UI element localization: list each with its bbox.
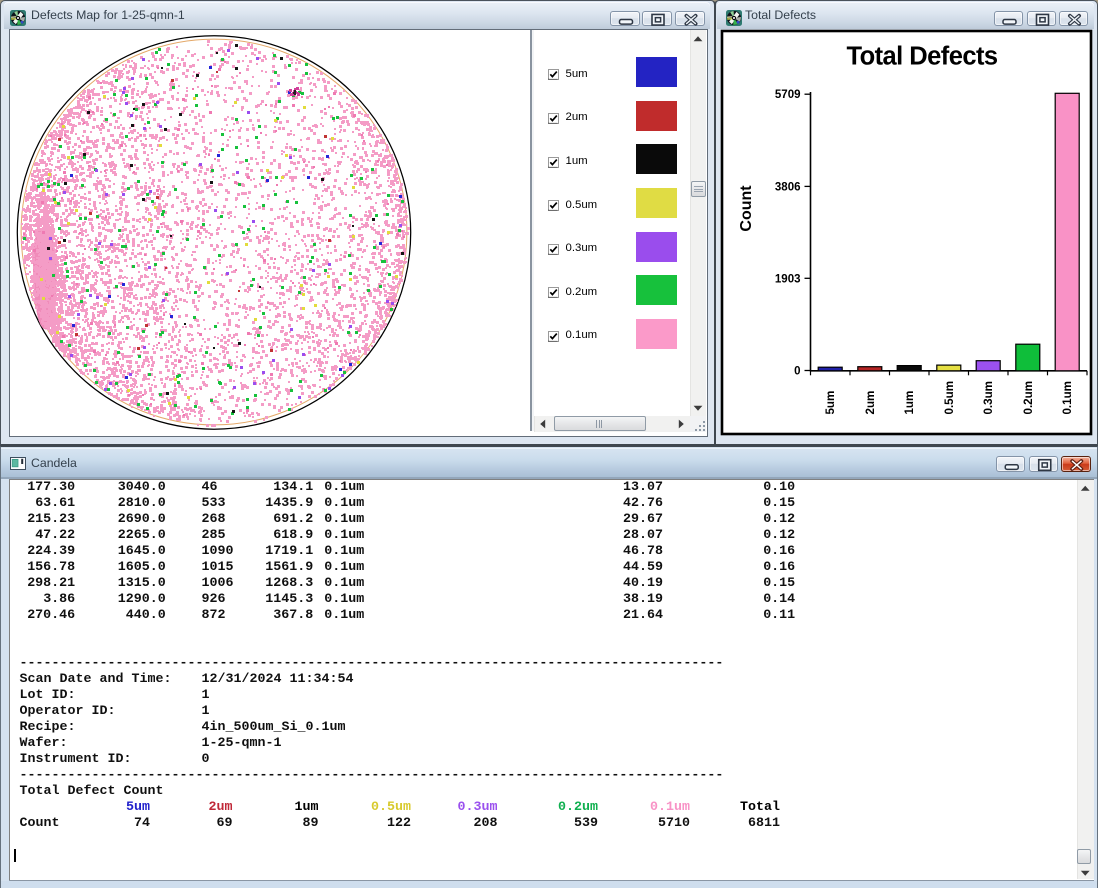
svg-text:Total Defects: Total Defects <box>846 43 997 71</box>
svg-text:1um: 1um <box>903 391 916 415</box>
svg-text:0.1um: 0.1um <box>1061 381 1074 415</box>
svg-text:0.5um: 0.5um <box>943 381 956 415</box>
svg-text:0.3um: 0.3um <box>982 381 995 415</box>
svg-text:0.2um: 0.2um <box>1022 381 1035 415</box>
svg-text:5709: 5709 <box>775 89 801 101</box>
svg-text:2um: 2um <box>864 391 877 415</box>
svg-text:3806: 3806 <box>775 181 801 193</box>
svg-text:5um: 5um <box>824 391 837 415</box>
svg-text:Count: Count <box>738 185 755 232</box>
svg-text:0: 0 <box>794 366 800 378</box>
svg-text:1903: 1903 <box>775 273 801 285</box>
